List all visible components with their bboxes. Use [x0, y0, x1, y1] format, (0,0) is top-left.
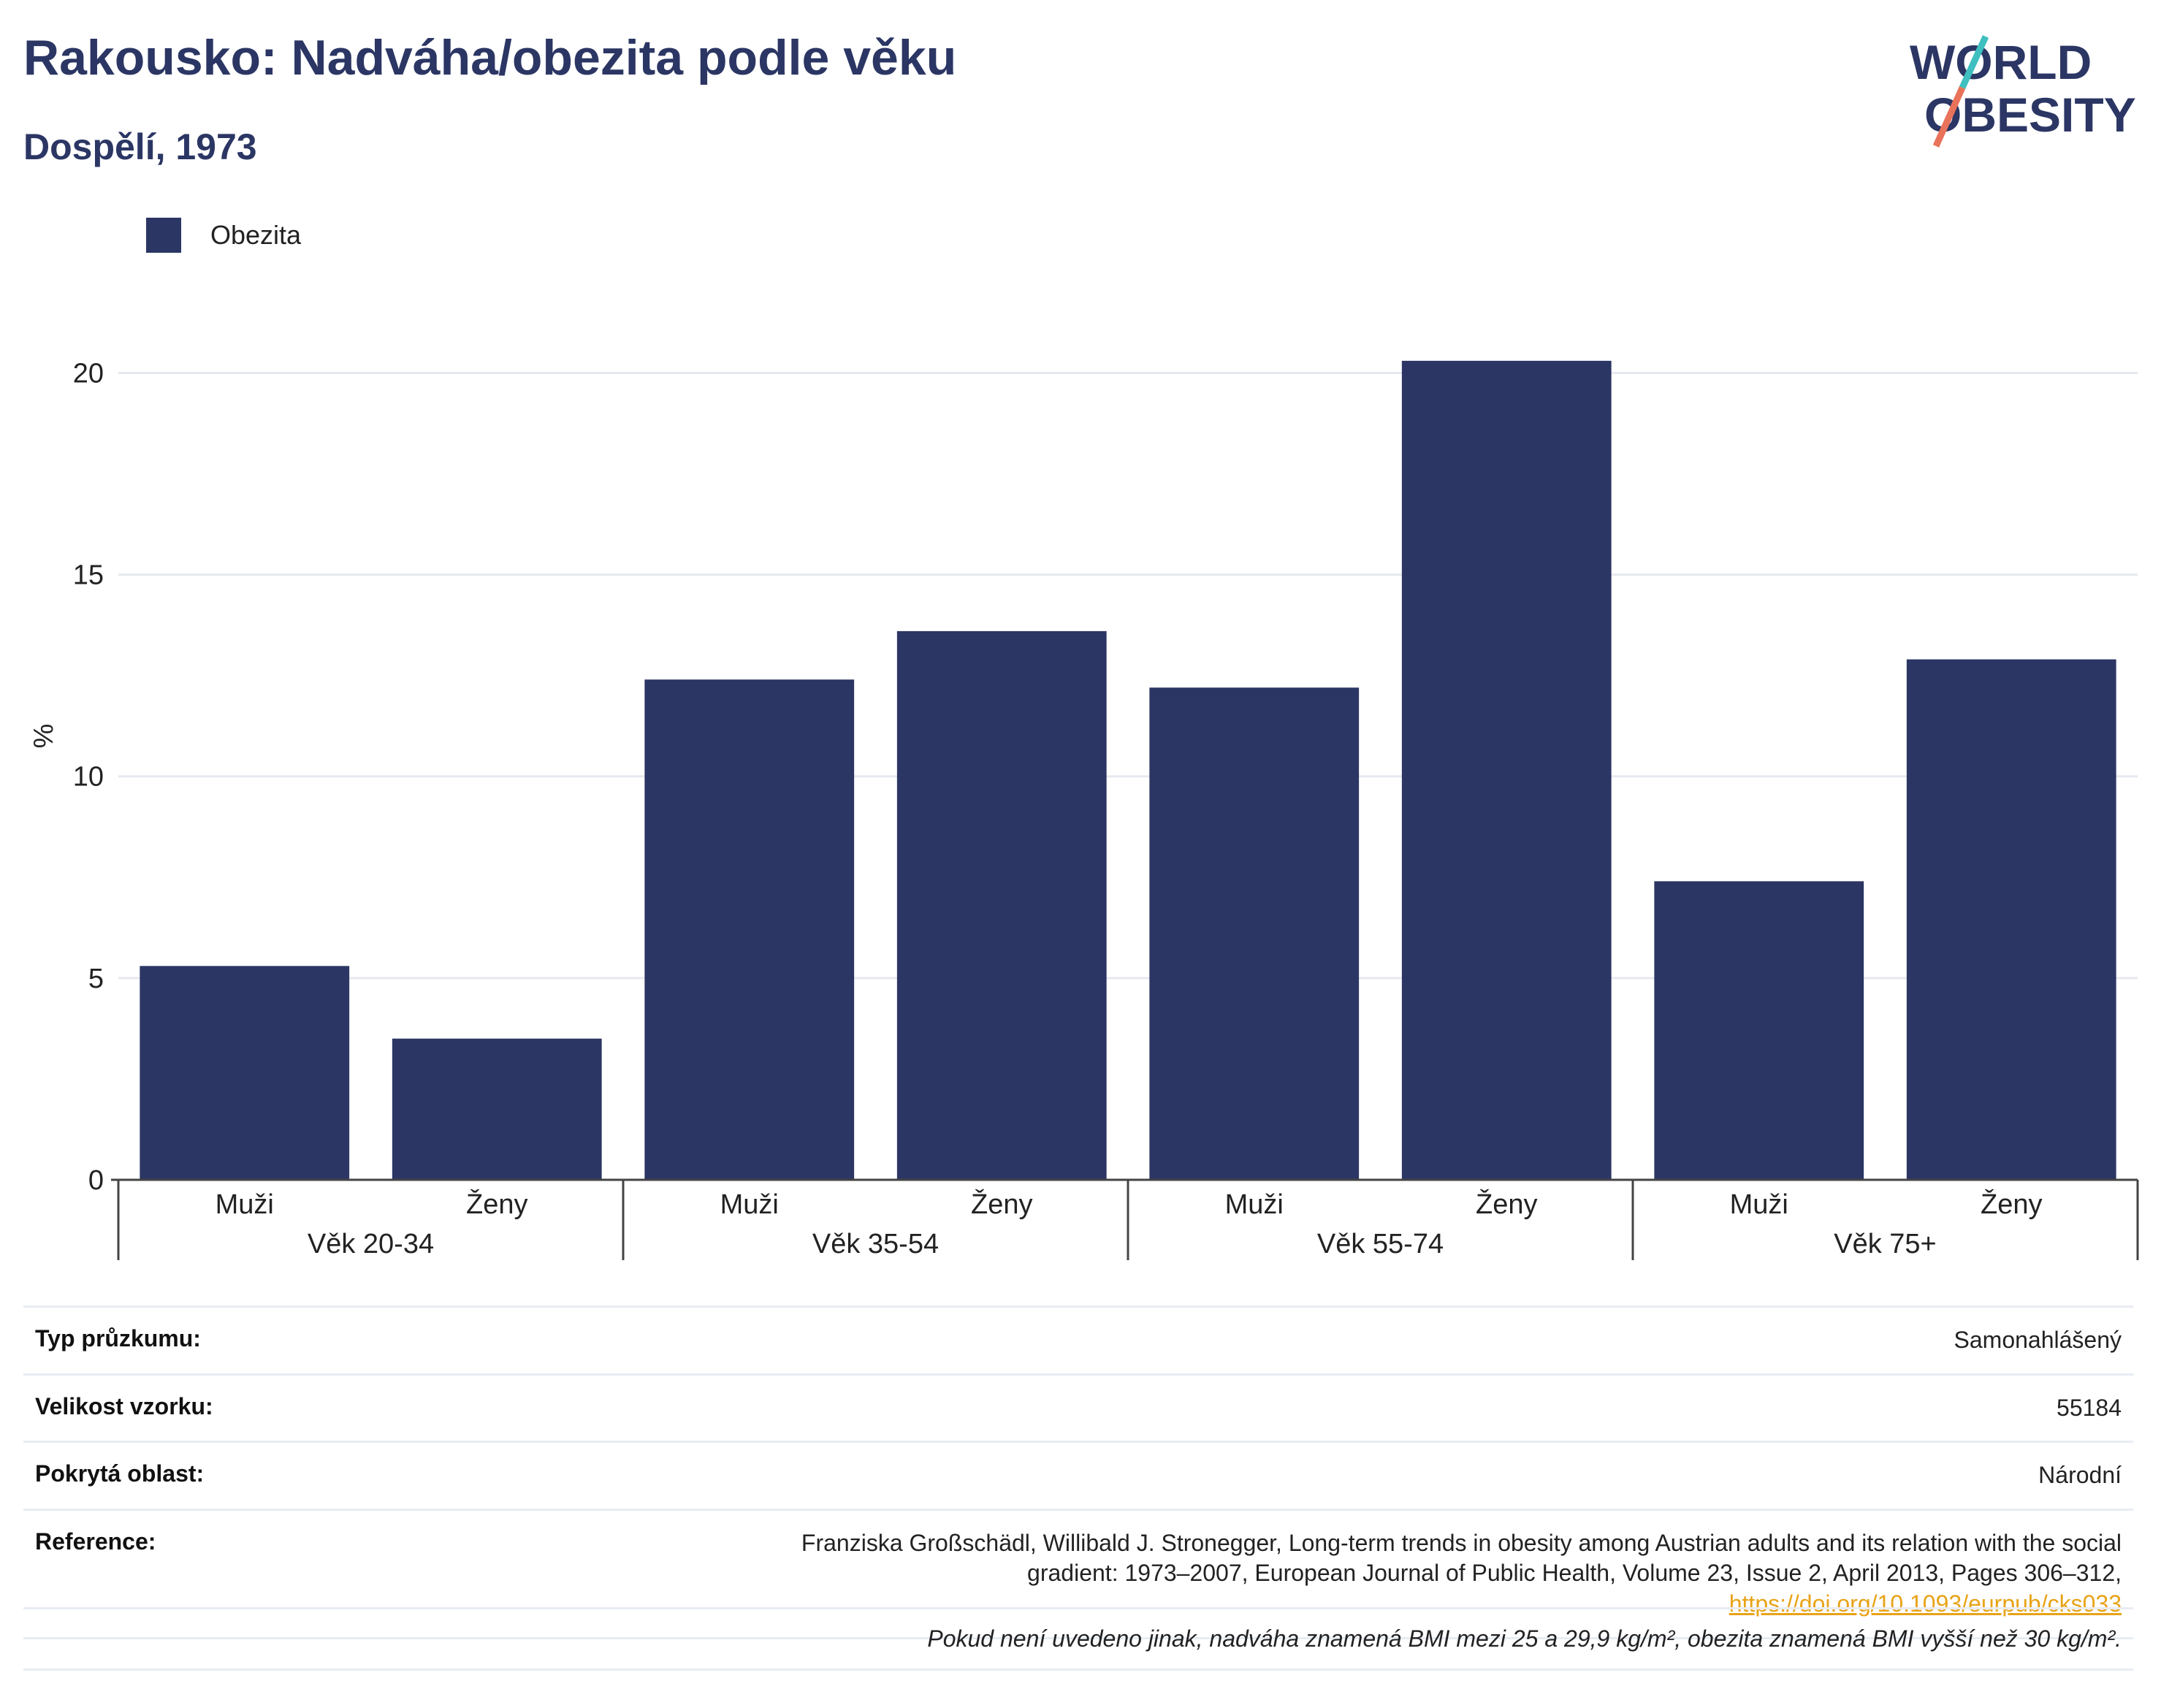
- bar: [1401, 360, 1612, 1180]
- sample-size-value: 55184: [2057, 1394, 2122, 1421]
- coverage-label: Pokrytá oblast:: [35, 1460, 205, 1487]
- legend-label: Obezita: [210, 220, 302, 250]
- y-tick-label: 10: [73, 762, 104, 793]
- y-tick-label: 20: [73, 358, 104, 389]
- x-tick-label: Ženy: [1476, 1189, 1537, 1220]
- reference-doi-link[interactable]: https://doi.org/10.1093/eurpub/cks033: [1729, 1590, 2122, 1617]
- sample-size-label: Velikost vzorku:: [35, 1392, 213, 1419]
- reference-text-line2: gradient: 1973–2007, European Journal of…: [1027, 1560, 2122, 1587]
- x-tick-label: Ženy: [466, 1189, 527, 1220]
- bar: [1906, 659, 2116, 1180]
- page-subtitle: Dospělí, 1973: [23, 126, 257, 167]
- info-row-sample-size: Velikost vzorku: 55184: [23, 1374, 2133, 1442]
- y-tick-label: 0: [88, 1165, 104, 1196]
- bar: [1149, 687, 1360, 1180]
- x-tick-label: Ženy: [971, 1189, 1032, 1220]
- info-row-reference: Reference: Franziska Großschädl, Williba…: [23, 1509, 2133, 1639]
- survey-type-label: Typ průzkumu:: [35, 1325, 201, 1351]
- group-label: Věk 55-74: [1317, 1229, 1444, 1259]
- bar: [896, 630, 1107, 1180]
- svg-text:WORLD: WORLD: [1910, 35, 2092, 89]
- x-tick-label: Muži: [1225, 1189, 1284, 1220]
- x-tick-label: Muži: [216, 1189, 274, 1220]
- y-axis-label: %: [28, 724, 59, 749]
- x-tick-label: Muži: [720, 1189, 779, 1220]
- chart-legend: Obezita: [146, 218, 301, 253]
- bar: [1654, 881, 1864, 1180]
- info-row-survey-type: Typ průzkumu: Samonahlášený: [23, 1306, 2133, 1375]
- y-tick-label: 15: [73, 560, 104, 591]
- coverage-value: Národní: [2038, 1462, 2122, 1489]
- group-label: Věk 35-54: [812, 1229, 939, 1259]
- page-title: Rakousko: Nadváha/obezita podle věku: [23, 30, 957, 85]
- world-obesity-logo: WORLD OBESITY: [1910, 35, 2136, 148]
- survey-type-value: Samonahlášený: [1954, 1327, 2122, 1353]
- bar: [644, 679, 855, 1180]
- x-tick-label: Muži: [1730, 1189, 1788, 1220]
- info-row-coverage: Pokrytá oblast: Národní: [23, 1441, 2133, 1510]
- bar: [392, 1038, 602, 1180]
- survey-info-table: Typ průzkumu: Samonahlášený Velikost vzo…: [23, 1305, 2133, 1639]
- bar: [140, 966, 350, 1180]
- bar-chart: 0 5 10 15 20% Muži Ženy Muži Ženy Muži Ženy Muži Žen…: [28, 358, 2139, 1260]
- bmi-footnote: Pokud není uvedeno jinak, nadváha znamen…: [23, 1607, 2133, 1671]
- reference-text-line1: Franziska Großschädl, Willibald J. Stron…: [801, 1529, 2122, 1556]
- y-tick-label: 5: [88, 964, 104, 994]
- reference-label: Reference:: [35, 1528, 156, 1555]
- group-label: Věk 75+: [1834, 1229, 1937, 1259]
- reference-value: Franziska Großschädl, Willibald J. Stron…: [298, 1509, 2133, 1638]
- legend-swatch: [146, 218, 181, 253]
- x-tick-label: Ženy: [1981, 1189, 2042, 1220]
- group-label: Věk 20-34: [308, 1229, 434, 1259]
